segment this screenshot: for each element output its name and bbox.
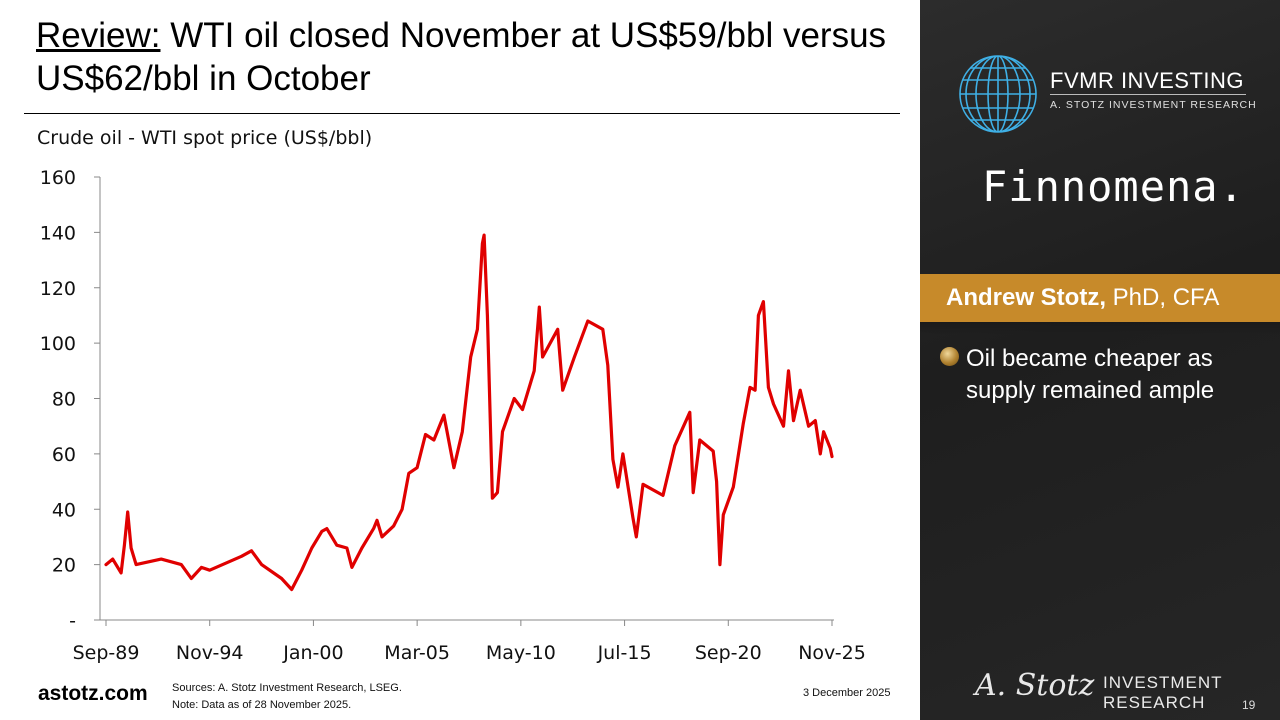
y-tick-label: 20: [52, 555, 76, 577]
presenter-name: Andrew Stotz,: [946, 284, 1106, 311]
sources-text: Sources: A. Stotz Investment Research, L…: [172, 682, 402, 694]
signature-logo: A. Stotz: [975, 668, 1095, 703]
gold-coin-bullet-icon: [940, 347, 959, 366]
x-tick-label: Jan-00: [282, 642, 343, 664]
partner-logo: Finnomena.: [982, 162, 1245, 211]
research-label: INVESTMENT RESEARCH: [1103, 673, 1223, 713]
note-text: Note: Data as of 28 November 2025.: [172, 699, 352, 711]
presenter-credentials: PhD, CFA: [1106, 284, 1220, 311]
wti-price-line: [104, 233, 834, 592]
chart-title: Crude oil - WTI spot price (US$/bbl): [37, 127, 373, 149]
slide-date: 3 December 2025: [803, 687, 891, 699]
brand-subtitle: A. STOTZ INVESTMENT RESEARCH: [1050, 99, 1257, 111]
bullet-point: Oil became cheaper as supply remained am…: [966, 345, 1215, 404]
x-tick-label: May-10: [486, 642, 556, 664]
y-tick-label: 160: [40, 167, 76, 189]
x-tick-label: Sep-89: [73, 642, 140, 664]
title-text: WTI oil closed November at US$59/bbl ver…: [36, 16, 887, 98]
presenter-bar-shadow: [920, 322, 1280, 334]
y-tick-label: 60: [52, 444, 76, 466]
x-tick-label: Nov-94: [176, 642, 244, 664]
y-tick-label: 100: [40, 333, 76, 355]
x-tick-label: Jul-15: [597, 642, 652, 664]
brand-name: FVMR INVESTING: [1050, 68, 1245, 93]
y-tick-label: 140: [40, 222, 76, 244]
x-tick-label: Nov-25: [798, 642, 866, 664]
globe-icon: [959, 55, 1037, 133]
research-line1: INVESTMENT: [1103, 673, 1223, 692]
research-line2: RESEARCH: [1103, 693, 1206, 712]
presenter: Andrew Stotz, PhD, CFA: [946, 284, 1219, 312]
x-tick-label: Mar-05: [384, 642, 450, 664]
site-name[interactable]: astotz.com: [38, 682, 148, 705]
presenter-bar: Andrew Stotz, PhD, CFA: [920, 274, 1280, 322]
footer-sources: Sources: A. Stotz Investment Research, L…: [172, 680, 402, 714]
title-divider: [24, 113, 900, 114]
y-tick-label: -: [69, 610, 76, 632]
wti-price-chart: - 20 40 60 80 100 120 140 160 Sep-89 Nov-94 Jan-00…: [40, 167, 866, 664]
page-number: 19: [1242, 698, 1256, 712]
title-prefix: Review:: [36, 16, 161, 55]
y-tick-label: 80: [52, 389, 76, 411]
y-tick-label: 40: [52, 499, 76, 521]
y-tick-label: 120: [40, 278, 76, 300]
slide-title: Review: WTI oil closed November at US$59…: [36, 14, 896, 100]
x-tick-label: Sep-20: [695, 642, 762, 664]
brand-divider: [1050, 94, 1246, 95]
